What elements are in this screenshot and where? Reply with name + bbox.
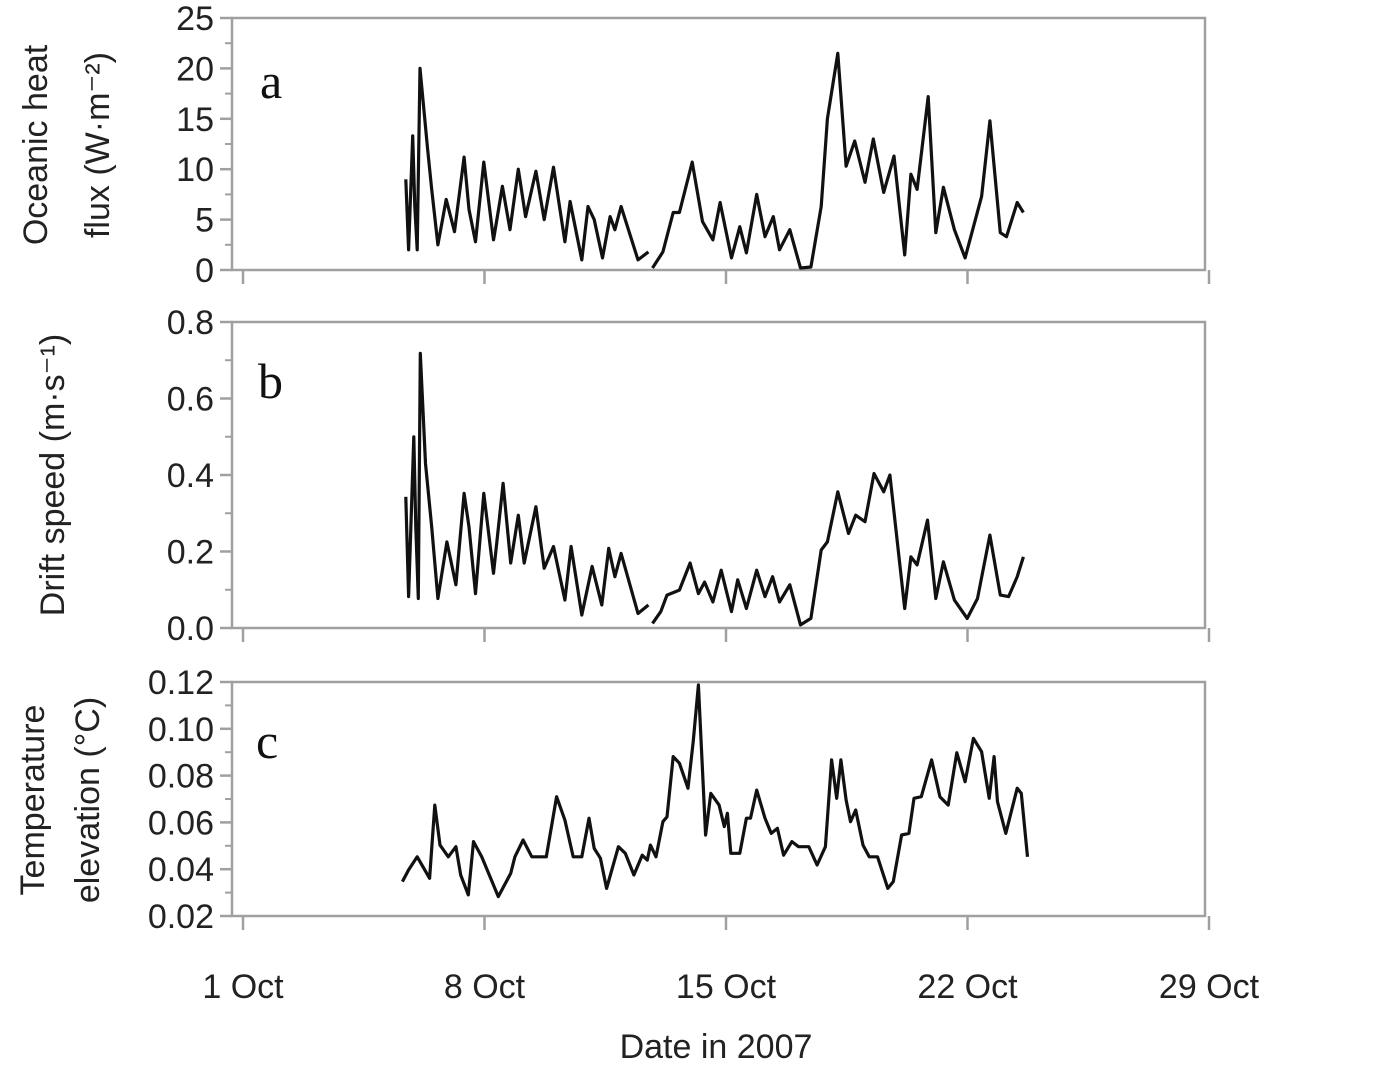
y-tick-label: 0.04: [148, 851, 214, 889]
y-axis-label: Oceanic heat: [17, 44, 55, 245]
y-tick-label: 20: [176, 50, 214, 88]
y-axis-label: elevation (°C): [69, 697, 107, 903]
panel-label: c: [256, 713, 278, 769]
series-line: [651, 51, 1025, 270]
y-axis-label: flux (W·m⁻²): [79, 52, 117, 238]
x-axis-label: Date in 2007: [620, 1028, 813, 1065]
plot-frame: [230, 680, 1207, 918]
y-tick-label: 0.06: [148, 804, 214, 842]
x-tick-label: 15 Oct: [676, 968, 777, 1006]
x-tick-label: 1 Oct: [202, 968, 284, 1006]
plot-frame: [230, 16, 1207, 272]
series-line: [400, 683, 1030, 899]
series-line: [404, 66, 650, 262]
panel-label: a: [260, 53, 282, 109]
y-tick-label: 10: [176, 151, 214, 189]
x-tick-label: 8 Oct: [444, 968, 526, 1006]
panel-a: 0 5 10 15 20 25 Oceanic heat flux (W·m⁻²) a: [17, 0, 1211, 290]
y-tick-label: 0.0: [167, 610, 214, 648]
y-axis-label: Drift speed (m·s⁻¹): [34, 334, 72, 616]
y-tick-label: 0.02: [148, 898, 214, 936]
y-axis-label: Temperature: [14, 705, 52, 896]
y-tick-label: 0.12: [148, 664, 214, 702]
y-tick-label: 25: [176, 0, 214, 38]
y-tick-label: 5: [195, 202, 214, 240]
y-tick-label: 0.4: [167, 457, 214, 495]
panel-label: b: [258, 353, 283, 409]
panel-b: 0.0 0.2 0.4 0.6 0.8 Drift speed (m·s⁻¹) b: [34, 304, 1211, 648]
series-line: [404, 351, 650, 617]
y-tick-label: 0.8: [167, 304, 214, 342]
y-tick-label: 0.2: [167, 534, 214, 572]
x-tick-label: 29 Oct: [1159, 968, 1260, 1006]
series-line: [651, 471, 1025, 627]
x-tick-label: 22 Oct: [917, 968, 1018, 1006]
y-tick-label: 0.6: [167, 381, 214, 419]
panel-c: 0.02 0.04 0.06 0.08 0.10 0.12 Temperature eleva…: [14, 664, 1211, 936]
y-tick-label: 0.08: [148, 758, 214, 796]
y-tick-label: 15: [176, 101, 214, 139]
y-tick-label: 0.10: [148, 711, 214, 749]
y-tick-label: 0: [195, 252, 214, 290]
